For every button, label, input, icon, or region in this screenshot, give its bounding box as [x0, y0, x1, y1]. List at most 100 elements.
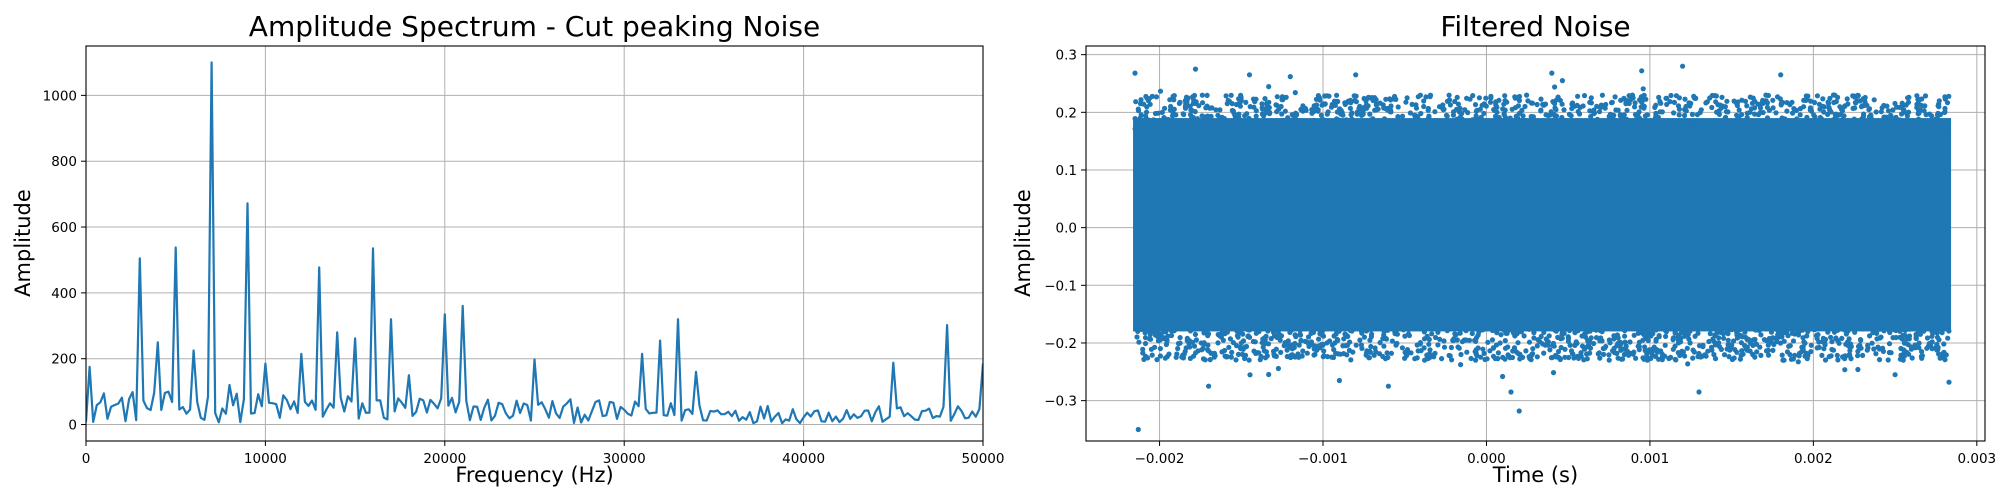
scatter-point — [1334, 92, 1340, 98]
scatter-point — [1359, 111, 1365, 117]
x-tick-label: 0.000 — [1467, 451, 1506, 467]
scatter-point — [1551, 119, 1557, 125]
scatter-point — [1318, 112, 1324, 118]
scatter-point — [1929, 339, 1935, 345]
scatter-point — [1572, 120, 1578, 126]
x-tick-label: 0.003 — [1957, 451, 1996, 467]
scatter-point — [1934, 121, 1940, 128]
scatter-point — [1418, 121, 1424, 127]
scatter-point — [1466, 337, 1473, 343]
scatter-point — [1441, 323, 1447, 329]
scatter-point — [1939, 330, 1945, 336]
scatter-point — [1744, 103, 1750, 109]
scatter-point — [1296, 120, 1302, 126]
scatter-point — [1261, 348, 1267, 354]
scatter-point — [1219, 329, 1225, 335]
scatter-point — [1758, 332, 1764, 338]
scatter-point — [1808, 342, 1814, 348]
scatter-point — [1541, 350, 1547, 356]
scatter-point — [1750, 351, 1756, 358]
outlier-point — [1680, 63, 1686, 69]
scatter-point — [1663, 333, 1669, 339]
scatter-point — [1347, 97, 1354, 103]
scatter-point — [1223, 93, 1229, 99]
scatter-point — [1606, 357, 1612, 363]
scatter-point — [1916, 329, 1922, 335]
scatter-point — [1135, 125, 1141, 131]
outlier-point — [1946, 379, 1952, 385]
scatter-point — [1580, 118, 1586, 125]
scatter-point — [1298, 338, 1304, 344]
outlier-point — [1287, 74, 1293, 80]
scatter-point — [1591, 110, 1598, 116]
scatter-point — [1884, 103, 1890, 109]
scatter-point — [1165, 326, 1171, 332]
scatter-point — [1466, 123, 1472, 129]
scatter-point — [1481, 110, 1487, 116]
scatter-point — [1680, 349, 1686, 355]
scatter-point — [1682, 96, 1688, 102]
scatter-point — [1907, 326, 1913, 332]
scatter-point — [1934, 330, 1940, 336]
scatter-point — [1361, 334, 1367, 340]
scatter-point — [1187, 103, 1193, 109]
scatter-point — [1879, 323, 1885, 329]
outlier-point — [1549, 70, 1555, 76]
scatter-point — [1177, 340, 1183, 346]
scatter-point — [1844, 119, 1850, 125]
scatter-point — [1288, 119, 1295, 125]
scatter-point — [1929, 113, 1935, 119]
scatter-point — [1858, 104, 1865, 110]
scatter-point — [1687, 340, 1693, 346]
scatter-point — [1177, 99, 1183, 105]
scatter-point — [1808, 98, 1814, 104]
scatter-point — [1432, 109, 1438, 115]
scatter-point — [1627, 122, 1633, 129]
scatter-point — [1811, 112, 1817, 118]
scatter-point — [1770, 347, 1776, 353]
scatter-point — [1642, 331, 1648, 337]
scatter-point — [1278, 349, 1284, 355]
scatter-point — [1584, 344, 1590, 350]
scatter-point — [1221, 115, 1227, 122]
scatter-point — [1750, 95, 1756, 101]
scatter-point — [1885, 357, 1891, 363]
scatter-point — [1602, 345, 1608, 351]
scatter-point — [1721, 352, 1728, 358]
scatter-point — [1321, 348, 1327, 354]
scatter-point — [1501, 101, 1507, 107]
scatter-point — [1721, 335, 1727, 341]
scatter-point — [1418, 110, 1424, 117]
scatter-point — [1550, 343, 1556, 349]
scatter-point — [1284, 347, 1290, 353]
scatter-point — [1844, 96, 1850, 102]
scatter-point — [1369, 123, 1375, 130]
scatter-point — [1393, 125, 1399, 131]
scatter-point — [1773, 110, 1779, 116]
scatter-point — [1315, 108, 1321, 114]
scatter-point — [1512, 333, 1518, 339]
scatter-point — [1359, 345, 1365, 351]
scatter-point — [1584, 323, 1590, 329]
scatter-point — [1845, 101, 1851, 107]
scatter-point — [1792, 123, 1798, 129]
scatter-point — [1512, 347, 1518, 353]
scatter-point — [1761, 337, 1767, 343]
scatter-point — [1149, 352, 1155, 358]
scatter-point — [1273, 102, 1279, 108]
x-axis-label: Time (s) — [1492, 463, 1578, 487]
scatter-point — [1888, 112, 1894, 118]
scatter-point — [1237, 94, 1243, 100]
scatter-point — [1683, 108, 1689, 114]
scatter-point — [1671, 110, 1677, 116]
scatter-point — [1587, 108, 1593, 114]
scatter-point — [1265, 341, 1272, 347]
scatter-point — [1321, 122, 1327, 129]
scatter-point — [1577, 324, 1583, 330]
y-tick-label: 0.1 — [1056, 163, 1077, 179]
scatter-point — [1721, 121, 1727, 127]
scatter-point — [1871, 97, 1877, 103]
scatter-point — [1166, 351, 1172, 357]
scatter-point — [1260, 336, 1266, 342]
axes-frame — [85, 45, 984, 442]
